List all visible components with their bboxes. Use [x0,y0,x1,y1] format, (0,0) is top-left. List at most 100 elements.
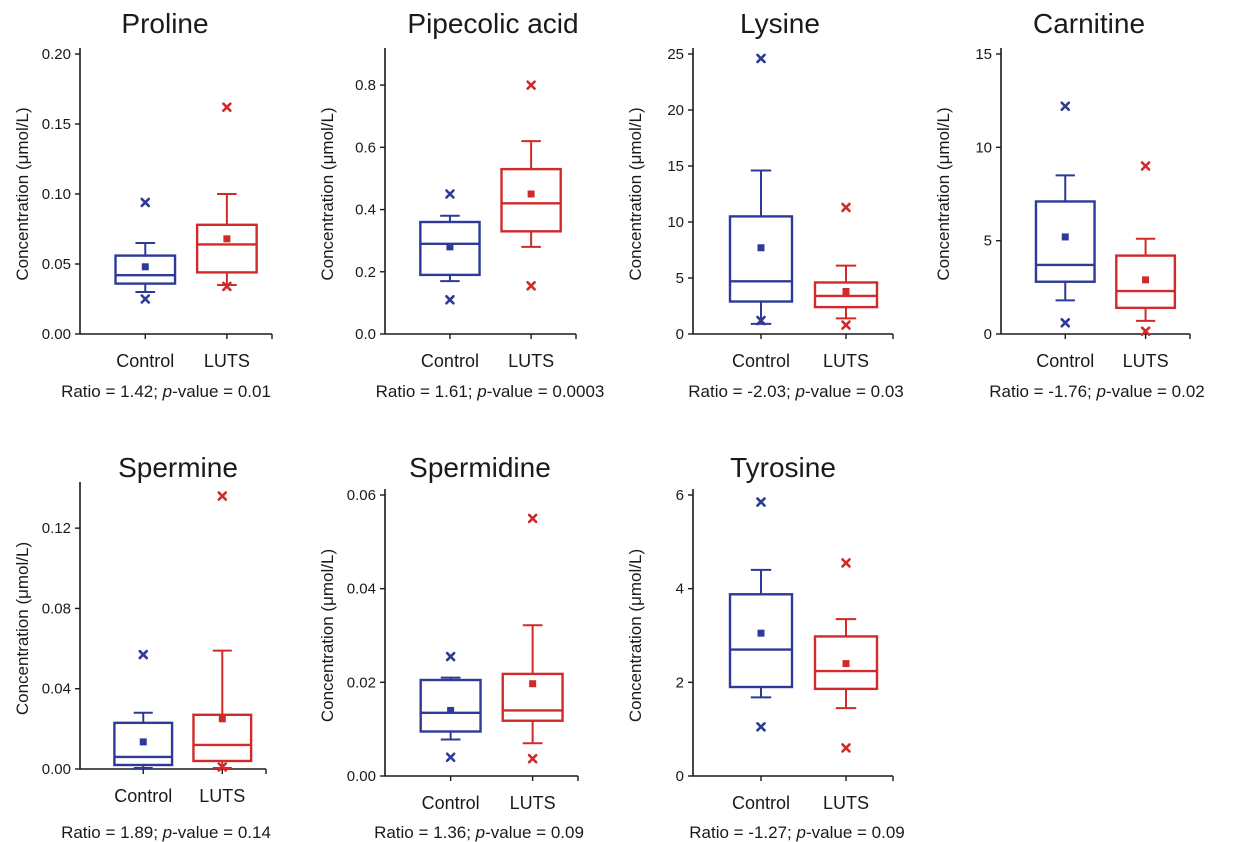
ratio-pvalue-caption: Ratio = -1.76; p-value = 0.02 [989,382,1205,401]
outlier-marker [841,320,851,330]
y-axis-title: Concentration (μmol/L) [13,542,32,715]
iqr-box [1115,254,1177,310]
outlier-marker [756,722,766,732]
y-tick-label: 25 [667,46,684,63]
panel-title: Spermine [118,452,238,483]
y-axis-title: Concentration (μmol/L) [626,107,645,280]
x-category-label: Control [1036,351,1094,371]
panel-title: Pipecolic acid [407,8,578,39]
y-axis-title: Concentration (μmol/L) [626,549,645,722]
outlier-marker [1060,101,1071,112]
x-category-label: Control [116,351,174,371]
mean-marker [447,706,455,714]
x-category-label: LUTS [508,351,554,371]
x-category-label: LUTS [1123,351,1169,371]
mean-marker [223,235,231,243]
panel-lysine: Lysine Concentration (μmol/L) 0 5 10 15 20 25 Co… [626,8,904,401]
y-tick-label: 0 [676,768,684,785]
box-luts [501,513,564,764]
outlier-marker [841,743,851,753]
x-category-label: Control [732,793,790,813]
mean-marker [141,263,149,271]
ratio-pvalue-caption: Ratio = 1.61; p-value = 0.0003 [376,382,605,401]
box-control [113,649,174,769]
outlier-marker [526,280,536,291]
y-tick-label: 0.06 [347,487,376,504]
panel-title: Tyrosine [730,452,836,483]
iqr-box [728,593,794,689]
x-category-label: Control [422,793,480,813]
x-category-label: LUTS [823,351,869,371]
iqr-box [501,672,564,722]
x-category-label: LUTS [199,786,245,806]
panel-title: Carnitine [1033,8,1145,39]
iqr-box [1034,200,1096,283]
mean-marker [529,680,537,688]
x-category-label: Control [421,351,479,371]
mean-marker [842,660,850,668]
y-tick-label: 0.6 [355,139,376,156]
box-control [419,189,481,305]
outlier-marker [445,752,456,763]
box-luts [813,202,879,330]
iqr-box [419,678,482,733]
box-control [1034,101,1096,328]
iqr-box [195,223,258,274]
box-luts [813,558,879,753]
y-axis-title: Concentration (μmol/L) [318,549,337,722]
panel-title: Spermidine [409,452,551,483]
y-tick-label: 5 [984,233,992,250]
mean-marker [218,715,226,723]
y-tick-label: 0.20 [42,46,71,63]
ratio-pvalue-caption: Ratio = 1.89; p-value = 0.14 [61,823,271,842]
outlier-marker [445,294,455,305]
mean-marker [757,244,765,252]
y-tick-label: 0 [984,326,992,343]
box-luts [500,80,562,291]
outlier-marker [217,491,228,501]
panel-title: Proline [121,8,208,39]
iqr-box [113,721,174,767]
box-control [728,497,794,732]
iqr-box [813,635,879,691]
x-category-label: Control [732,351,790,371]
panel-proline: Proline Concentration (μmol/L) 0.00 0.05 0.1… [13,8,273,401]
mean-marker [446,243,454,251]
x-category-label: LUTS [823,793,869,813]
y-tick-label: 15 [667,158,684,175]
outlier-marker [1140,161,1151,171]
y-tick-label: 15 [975,46,992,63]
x-category-label: LUTS [510,793,556,813]
y-tick-label: 0.10 [42,186,71,203]
panel-title: Lysine [740,8,820,39]
mean-marker [1142,276,1150,284]
outlier-marker [1060,318,1071,328]
y-axis-title: Concentration (μmol/L) [318,107,337,280]
box-control [114,197,177,304]
y-tick-label: 5 [676,270,684,287]
box-luts [1115,161,1177,336]
outlier-marker [756,53,766,64]
y-tick-label: 6 [676,487,684,504]
y-tick-label: 20 [667,102,684,119]
box-luts [192,491,253,772]
y-tick-label: 2 [676,674,684,691]
y-tick-label: 0.2 [355,264,376,281]
panel-carnitine: Carnitine Concentration (μmol/L) 0 5 10 15 Con… [934,8,1205,401]
y-axis-title: Concentration (μmol/L) [13,107,32,280]
panel-spermine: Spermine Concentration (μmol/L) 0.00 0.04 0.… [13,452,271,842]
y-tick-label: 0.04 [347,581,376,598]
ratio-pvalue-caption: Ratio = 1.36; p-value = 0.09 [374,823,584,842]
ratio-pvalue-caption: Ratio = -1.27; p-value = 0.09 [689,823,905,842]
mean-marker [139,738,147,746]
y-tick-label: 10 [975,139,992,156]
box-control [728,53,794,326]
y-tick-label: 0 [676,326,684,343]
outlier-marker [222,102,232,112]
outlier-marker [445,651,456,662]
y-tick-label: 0.04 [42,681,71,698]
ratio-pvalue-caption: Ratio = -2.03; p-value = 0.03 [688,382,904,401]
outlier-marker [138,649,149,660]
y-tick-label: 0.00 [347,768,376,785]
